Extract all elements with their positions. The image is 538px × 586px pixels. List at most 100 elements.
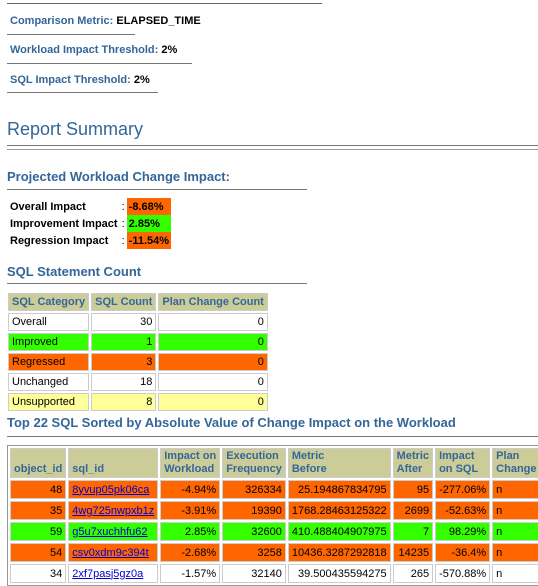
plan-change-cell: n [492,522,538,541]
table-row: 54 csv0xdm9c394t -2.68% 3258 10436.328729281… [10,543,538,562]
impact-sql-cell: -52.63% [435,501,491,520]
param-label: SQL Impact Threshold: [10,74,131,86]
object-id-cell: 59 [10,522,67,541]
metric-before-cell: 10436.3287292818 [287,543,391,562]
sql-category-cell: Unsupported [8,393,90,411]
object-id-cell: 48 [10,480,67,499]
param-underline [7,92,158,93]
exec-freq-cell: 32600 [222,522,286,541]
table-row: Overall 30 0 [8,313,268,331]
column-header: sql_id [68,448,159,478]
param-sql-threshold: SQL Impact Threshold: 2% [10,74,150,86]
param-underline [7,63,192,64]
plan-change-cell: 0 [158,313,268,331]
title-rule [7,145,538,150]
sql-category-cell: Regressed [8,353,90,371]
sql-count-table: SQL Category SQL Count Plan Change Count… [6,291,270,413]
table-row: Unchanged 18 0 [8,373,268,391]
impact-workload-cell: -2.68% [160,543,221,562]
param-underline [7,34,135,35]
plan-change-cell: 0 [158,333,268,351]
param-label: Comparison Metric: [10,15,114,27]
column-header-line: sql_id [72,463,105,475]
column-header: object_id [10,448,67,478]
impact-label: Overall Impact [10,200,86,213]
column-header-line: on SQL [439,463,479,475]
metric-after-cell: 2699 [392,501,434,520]
impact-sql-cell: -36.4% [435,543,491,562]
param-value: 2% [133,74,150,86]
sql-count-cell: 1 [91,333,157,351]
impact-value: -8.68% [126,198,172,215]
sql-count-heading: SQL Statement Count [7,264,142,279]
impact-label: Regression Impact [10,234,109,247]
table-row: Regressed 3 0 [8,353,268,371]
object-id-cell: 35 [10,501,67,520]
column-header: SQL Category [8,293,90,311]
column-header-line: object_id [14,463,63,475]
impact-sep: : [121,217,125,230]
column-header: Plan Change [492,448,538,478]
top-sql-table: object_id sql_id Impact on Workload Executio… [7,445,538,586]
impact-sql-cell: -277.06% [435,480,491,499]
sql-id-cell: 4wg725nwpxb1z [68,501,159,520]
sql-count-cell: 18 [91,373,157,391]
impact-label: Improvement Impact [10,217,118,230]
impact-sep: : [121,200,125,213]
column-header-line: After [396,463,423,475]
impact-workload-cell: -4.94% [160,480,221,499]
column-header-line: Change [496,463,537,475]
sql-category-cell: Overall [8,313,90,331]
plan-change-cell: 0 [158,373,268,391]
sql-id-link[interactable]: 4wg725nwpxb1z [72,504,155,517]
sql-id-cell: csv0xdm9c394t [68,543,159,562]
column-header-line: Frequency [226,463,282,475]
sql-category-cell: Unchanged [8,373,90,391]
column-header-line: Metric [396,450,430,462]
impact-row: Overall Impact : -8.68% [8,198,172,215]
param-workload-threshold: Workload Impact Threshold: 2% [10,44,177,56]
projected-impact-heading: Projected Workload Change Impact: [7,169,230,184]
top-sql-heading: Top 22 SQL Sorted by Absolute Value of C… [7,415,456,430]
column-header: Metric After [392,448,434,478]
sql-count-cell: 30 [91,313,157,331]
column-header: Metric Before [287,448,391,478]
metric-after-cell: 14235 [392,543,434,562]
param-value: ELAPSED_TIME [116,15,201,27]
impact-sql-cell: 98.29% [435,522,491,541]
sql-id-link[interactable]: csv0xdm9c394t [72,546,149,559]
plan-change-cell: 0 [158,393,268,411]
column-header: Impact on Workload [160,448,221,478]
sql-count-cell: 3 [91,353,157,371]
impact-row: Regression Impact : -11.54% [8,232,172,249]
column-header: Impact on SQL [435,448,491,478]
exec-freq-cell: 326334 [222,480,286,499]
impact-row: Improvement Impact : 2.85% [8,215,172,232]
param-label: Workload Impact Threshold: [10,44,159,56]
sql-id-cell: g5u7xuchhfu62 [68,522,159,541]
param-comparison-metric: Comparison Metric: ELAPSED_TIME [10,15,201,27]
column-header: SQL Count [91,293,157,311]
top-divider [7,3,322,4]
metric-before-cell: 1768.28463125322 [287,501,391,520]
table-header-row: object_id sql_id Impact on Workload Executio… [10,448,538,478]
report-title: Report Summary [7,119,144,139]
exec-freq-cell: 19390 [222,501,286,520]
object-id-cell: 54 [10,543,67,562]
sql-id-link[interactable]: 8yvup05pk06ca [72,483,150,496]
column-header-line: Impact on [164,450,217,462]
sql-id-cell: 8yvup05pk06ca [68,480,159,499]
projected-impact-table: Overall Impact : -8.68% Improvement Impa… [8,198,172,249]
plan-change-cell: n [492,501,538,520]
table-header-row: SQL Category SQL Count Plan Change Count [8,293,268,311]
column-header: Plan Change Count [158,293,268,311]
column-header: Execution Frequency [222,448,286,478]
column-header-line: Metric [291,450,325,462]
table-row: Unsupported 8 0 [8,393,268,411]
impact-sep: : [121,234,125,247]
sql-id-link[interactable]: g5u7xuchhfu62 [72,525,148,538]
column-header-line: Plan [496,450,520,462]
heading-underline [7,283,307,284]
sql-id-link[interactable]: 2xf7pasj5gz0a [72,567,144,580]
impact-value: 2.85% [126,215,172,232]
